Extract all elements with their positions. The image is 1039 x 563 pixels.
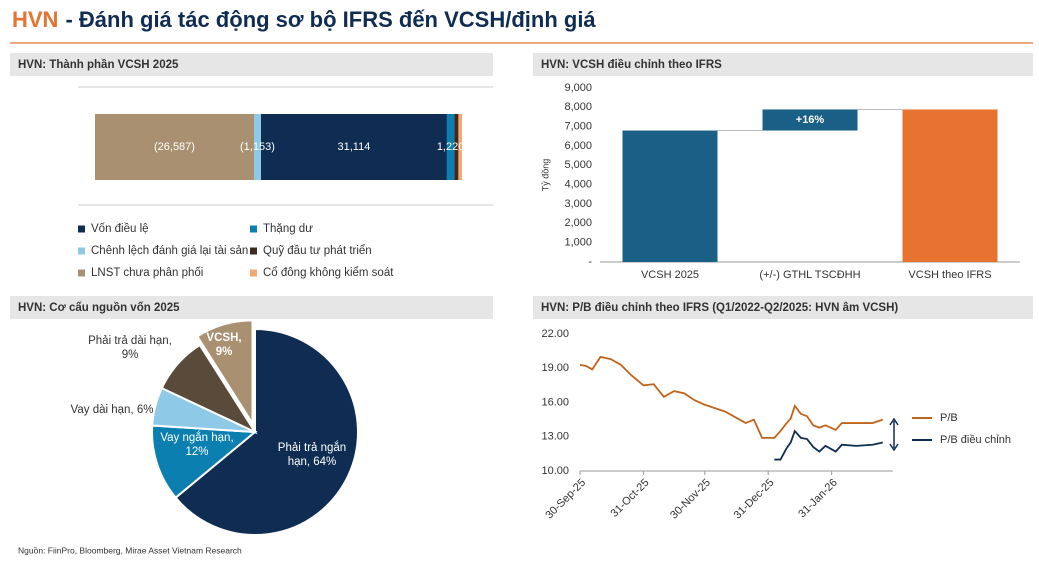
legend-label: P/B: [940, 412, 958, 424]
legend-swatch: [250, 269, 257, 277]
bar-annotation: +16%: [796, 114, 825, 126]
bar-segment: [253, 114, 261, 180]
x-tick-label: VCSH 2025: [641, 269, 699, 281]
legend-label: LNST chưa phân phối: [91, 267, 203, 279]
legend-label: P/B điều chỉnh: [940, 434, 1011, 446]
slice-label: Phải trả ngắn hạn, 64%: [278, 441, 346, 468]
y-tick-label: 2,000: [564, 217, 592, 229]
y-tick-label: 1,000: [564, 237, 592, 249]
slice-label-line: 9%: [216, 346, 233, 358]
y-tick-label: 6,000: [564, 140, 592, 152]
slice-label-line: VCSH,: [206, 332, 241, 344]
bar: [762, 109, 858, 131]
slide-title: HVN - Đánh giá tác động sơ bộ IFRS đến VC…: [12, 7, 596, 32]
bar-segment: [95, 114, 254, 180]
y-tick-label: 4,000: [564, 179, 592, 191]
pie-slice: [195, 319, 254, 427]
x-tick-label: 31-Oct-25: [609, 477, 652, 520]
y-tick-label: 22.00: [541, 328, 569, 340]
panel-header: [10, 296, 493, 319]
slice-label-line: Vay ngắn hạn,: [160, 431, 233, 444]
panel-title: HVN: Thành phần VCSH 2025: [18, 59, 179, 71]
legend-swatch: [250, 247, 257, 255]
y-tick-label: 9,000: [564, 82, 592, 94]
series-line: [579, 355, 884, 439]
slice-label-line: hạn, 64%: [288, 456, 337, 468]
series-line: [774, 429, 883, 461]
x-tick-label: 30-Nov-25: [668, 477, 713, 522]
slice-label-line: Phải trả dài hạn,: [88, 335, 172, 347]
legend-swatch: [78, 225, 85, 233]
bar-segment: [458, 114, 462, 180]
legend-label: Quỹ đầu tư phát triển: [263, 245, 372, 257]
slice-label: Vay ngắn hạn, 12%: [160, 431, 233, 458]
y-tick-label: 19.00: [541, 362, 569, 374]
x-tick-label: VCSH theo IFRS: [908, 269, 991, 281]
bar-segment: [454, 114, 459, 180]
bar: [622, 130, 718, 262]
x-tick-label: 30-Sep-25: [543, 477, 588, 522]
x-tick-label: 31-Dec-25: [732, 477, 777, 522]
slice-label: VCSH, 9%: [206, 332, 241, 358]
source-note: Nguồn: FiinPro, Bloomberg, Mirae Asset V…: [18, 545, 242, 555]
legend-label: Thặng dư: [263, 223, 313, 235]
slice-label-line: Vay dài hạn, 6%: [71, 404, 154, 416]
panel-header: [533, 53, 1033, 76]
legend-swatch: [78, 247, 85, 255]
bar: [902, 109, 998, 263]
panel-title: HVN: Cơ cấu nguồn vốn 2025: [18, 302, 180, 314]
y-tick-label: 13.00: [541, 431, 569, 443]
x-tick-label: (+/-) GTHL TSCĐHH: [759, 269, 860, 281]
panel-header: [533, 296, 1033, 319]
bar-segment: [260, 114, 447, 180]
data-label: (26,587): [154, 141, 195, 153]
range-arrow: [889, 417, 899, 452]
pie-slice: [174, 327, 359, 536]
slice-label-line: 9%: [122, 349, 139, 361]
y-tick-label: 5,000: [564, 159, 592, 171]
bar-segment: [446, 114, 455, 180]
slice-label-line: Phải trả ngắn: [278, 441, 346, 454]
x-tick-label: 31-Jan-26: [796, 477, 840, 521]
data-label: 31,114: [337, 141, 370, 153]
pie-slice: [151, 424, 258, 500]
y-tick-label: 8,000: [564, 101, 592, 113]
slice-label-line: 12%: [185, 446, 208, 458]
legend-label: Chênh lệch đánh giá lại tài sản: [91, 245, 248, 257]
panel-header: [10, 53, 493, 76]
legend-label: Vốn điều lệ: [91, 223, 149, 235]
slice-label: Phải trả dài hạn, 9%: [88, 335, 172, 361]
legend-swatch: [250, 225, 257, 233]
data-label: 1,220: [437, 141, 465, 153]
legend-label: Cổ đông không kiểm soát: [263, 267, 394, 279]
y-axis-label: Tỷ đồng: [540, 159, 550, 192]
y-tick-label: -: [588, 256, 592, 268]
pie-slice: [160, 343, 258, 435]
y-tick-label: 3,000: [564, 198, 592, 210]
data-label: (1,153): [240, 141, 275, 153]
panel-title: HVN: P/B điều chỉnh theo IFRS (Q1/2022-Q…: [541, 302, 898, 314]
title-prefix: HVN: [12, 7, 58, 32]
slice-label: Vay dài hạn, 6%: [71, 404, 154, 416]
y-tick-label: 10.00: [541, 465, 569, 477]
panel-title: HVN: VCSH điều chỉnh theo IFRS: [541, 59, 722, 71]
legend-swatch: [78, 269, 85, 277]
y-tick-label: 16.00: [541, 396, 569, 408]
title-text: - Đánh giá tác động sơ bộ IFRS đến VCSH/…: [65, 7, 596, 32]
y-tick-label: 7,000: [564, 121, 592, 133]
